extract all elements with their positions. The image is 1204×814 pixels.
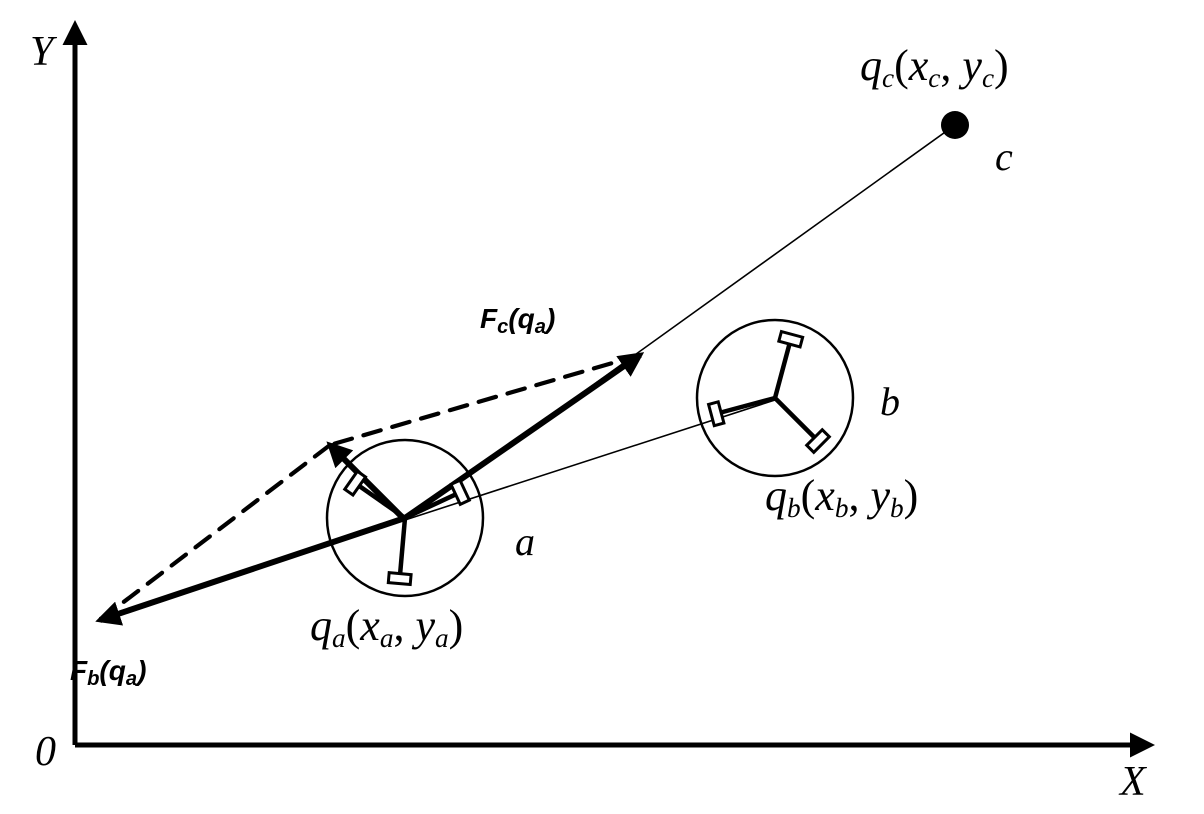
force-vector-fc: [405, 355, 640, 518]
point-label-c: c: [995, 134, 1013, 179]
coord-label-b: qb(xb, yb): [765, 471, 918, 523]
y-axis-label: Y: [30, 29, 58, 75]
force-label-fb: Fb(qa): [70, 655, 146, 690]
point-label-b: b: [880, 379, 900, 424]
force-diagram: X Y 0 a b c qa(xa, ya) qb(xb, yb) qc(xc,…: [0, 0, 1204, 814]
x-axis-label: X: [1118, 759, 1148, 805]
coord-label-c: qc(xc, yc): [860, 41, 1009, 93]
origin-label: 0: [35, 729, 56, 775]
goal-point-c: [941, 111, 969, 139]
coord-label-a: qa(xa, ya): [310, 601, 463, 653]
robot-b: [697, 318, 853, 476]
point-label-a: a: [515, 519, 535, 564]
robot-a: [327, 440, 483, 596]
force-label-fc: Fc(qa): [480, 303, 555, 338]
axes: X Y 0: [30, 25, 1150, 805]
dashed-edge-2: [100, 445, 330, 620]
dashed-edge-1: [330, 355, 640, 445]
